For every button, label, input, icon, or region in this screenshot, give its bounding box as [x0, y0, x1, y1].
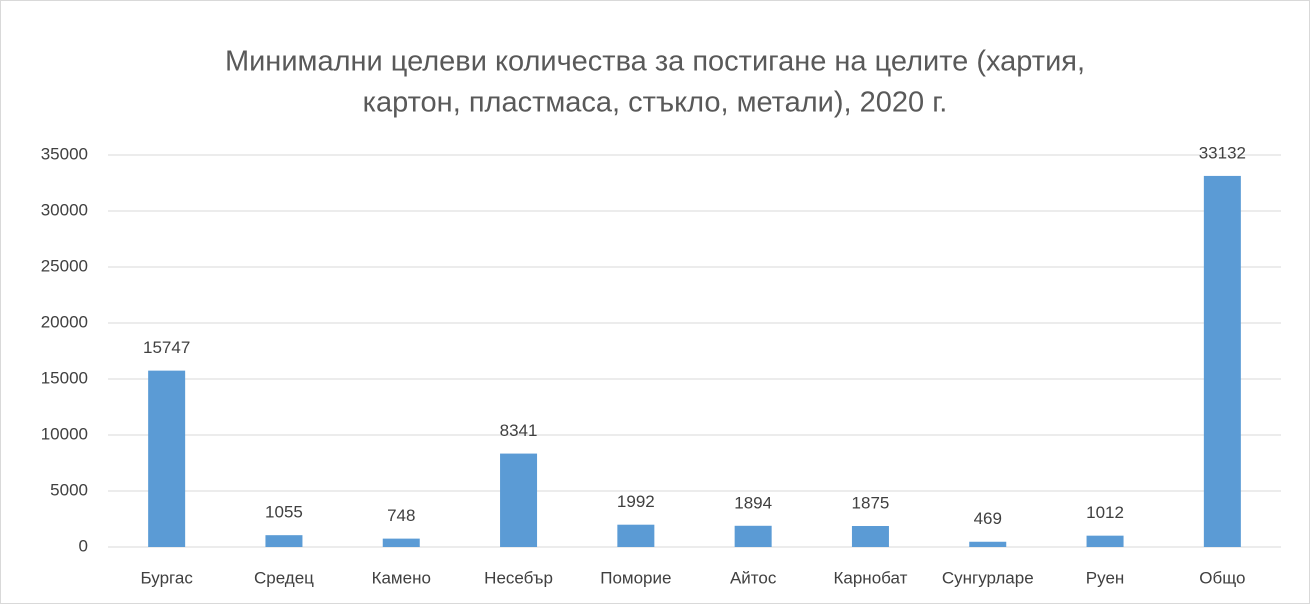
- bar: [382, 538, 420, 547]
- data-label: 15747: [143, 338, 190, 357]
- chart-title: картон, пластмаса, стъкло, метали), 2020…: [363, 87, 948, 119]
- x-tick-label: Поморие: [600, 568, 671, 587]
- x-tick-label: Средец: [254, 568, 314, 587]
- y-tick-label: 10000: [41, 424, 88, 443]
- y-tick-label: 5000: [50, 480, 88, 499]
- x-tick-label: Бургас: [140, 568, 193, 587]
- bar: [1086, 535, 1124, 547]
- data-label: 748: [387, 506, 415, 525]
- data-label: 1875: [852, 493, 890, 512]
- y-tick-label: 0: [79, 536, 88, 555]
- bar: [851, 526, 889, 547]
- x-tick-label: Камено: [372, 568, 431, 587]
- data-label: 1894: [734, 493, 772, 512]
- y-tick-label: 25000: [41, 256, 88, 275]
- x-tick-label: Несебър: [484, 568, 553, 587]
- bar: [1203, 175, 1241, 547]
- data-label: 1055: [265, 503, 303, 522]
- bar: [265, 535, 303, 547]
- bar: [500, 453, 538, 547]
- x-tick-label: Карнобат: [834, 568, 908, 587]
- data-label: 1012: [1086, 503, 1124, 522]
- data-label: 33132: [1199, 143, 1246, 162]
- y-tick-label: 30000: [41, 200, 88, 219]
- y-tick-label: 35000: [41, 144, 88, 163]
- x-tick-label: Общо: [1199, 568, 1245, 587]
- y-tick-label: 15000: [41, 368, 88, 387]
- chart-title: Минимални целеви количества за постигане…: [225, 46, 1085, 78]
- bar: [969, 541, 1007, 547]
- x-tick-label: Руен: [1086, 568, 1125, 587]
- bar: [148, 370, 186, 547]
- data-label: 8341: [500, 421, 538, 440]
- y-tick-label: 20000: [41, 312, 88, 331]
- bar: [734, 525, 772, 547]
- bar: [617, 524, 655, 547]
- x-tick-label: Сунгурларе: [942, 568, 1034, 587]
- x-tick-label: Айтос: [730, 568, 777, 587]
- data-label: 1992: [617, 492, 655, 511]
- data-label: 469: [974, 509, 1002, 528]
